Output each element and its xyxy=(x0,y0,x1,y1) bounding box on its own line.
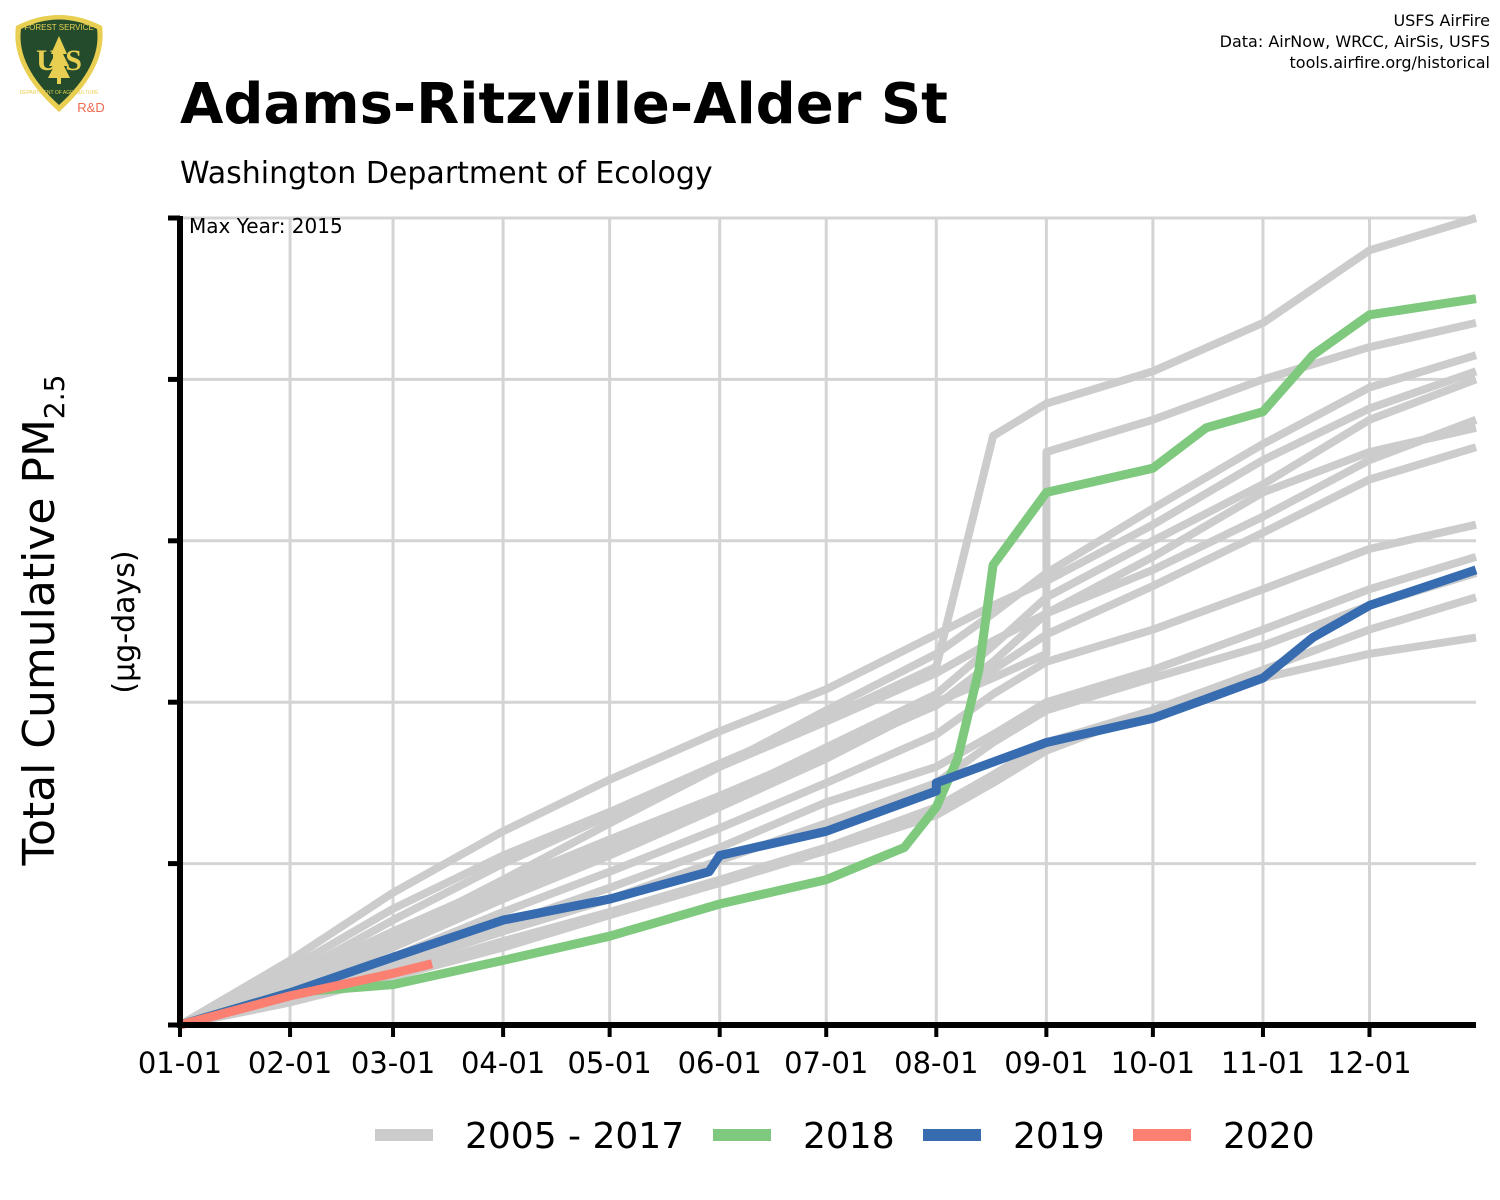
x-tick-label-04-01: 04-01 xyxy=(461,1046,545,1080)
x-tick-label-07-01: 07-01 xyxy=(784,1046,868,1080)
credit-line-3: tools.airfire.org/historical xyxy=(1289,53,1490,72)
logo-text-top: FOREST SERVICE xyxy=(24,23,94,32)
legend-label-1: 2018 xyxy=(803,1116,895,1157)
x-tick-label-01-01: 01-01 xyxy=(138,1046,222,1080)
series-history-3-line xyxy=(178,351,1478,1029)
legend-label-3: 2020 xyxy=(1223,1116,1315,1157)
legend-label-2: 2019 xyxy=(1013,1116,1105,1157)
series-history-12-line xyxy=(178,443,1478,1029)
x-tick-label-08-01: 08-01 xyxy=(894,1046,978,1080)
series-2019-line xyxy=(178,565,1478,1030)
series-2005-2017-line xyxy=(177,367,1478,1029)
x-tick-label-03-01: 03-01 xyxy=(351,1046,435,1080)
credits-block: USFS AirFire Data: AirNow, WRCC, AirSis,… xyxy=(1220,10,1490,73)
credit-line-2: Data: AirNow, WRCC, AirSis, USFS xyxy=(1219,32,1490,51)
chart-title: Adams-Ritzville-Alder St xyxy=(180,72,948,137)
x-tick-labels: 01-01 02-01 03-01 04-01 05-01 06-01 07-01 08-01… xyxy=(138,1046,1412,1080)
x-tick-label-05-01: 05-01 xyxy=(567,1046,651,1080)
x-tick-label-06-01: 06-01 xyxy=(678,1046,762,1080)
y-axis-label-main: Total Cumulative PM xyxy=(14,419,65,866)
x-tick-label-02-01: 02-01 xyxy=(248,1046,332,1080)
series-history-7-line xyxy=(179,569,1478,1029)
x-tick-label-11-01: 11-01 xyxy=(1221,1046,1305,1080)
legend-label-0: 2005 - 2017 xyxy=(465,1116,684,1157)
logo-tree-icon xyxy=(48,36,70,84)
forest-service-logo: FOREST SERVICE U S DEPARTMENT OF AGRICUL… xyxy=(15,15,105,115)
logo-badge: R&D xyxy=(77,100,104,115)
x-tick-label-12-01: 12-01 xyxy=(1327,1046,1411,1080)
x-tick-label-10-01: 10-01 xyxy=(1111,1046,1195,1080)
axes xyxy=(168,215,1476,1037)
series-2018-line xyxy=(178,294,1477,1030)
y-axis-label-sub: 2.5 xyxy=(38,375,71,420)
legend: 2005 - 2017 2018 2019 2020 xyxy=(375,1116,1315,1157)
x-tick-label-09-01: 09-01 xyxy=(1004,1046,1088,1080)
credit-line-1: USFS AirFire xyxy=(1393,11,1490,30)
max-year-annotation: Max Year: 2015 xyxy=(189,214,343,238)
series-history-2-line xyxy=(178,423,1477,1029)
chart-subtitle: Washington Department of Ecology xyxy=(180,156,713,191)
series-layer xyxy=(177,214,1478,1030)
y-axis-units: (µg-days) xyxy=(107,550,142,693)
series-history-9-line xyxy=(178,416,1478,1029)
series-2020-line xyxy=(178,959,434,1030)
y-axis-label: Total Cumulative PM2.5 xyxy=(14,375,71,867)
logo-text-bottom: DEPARTMENT OF AGRICULTURE xyxy=(20,90,99,96)
series-history-1-line xyxy=(178,214,1478,1029)
